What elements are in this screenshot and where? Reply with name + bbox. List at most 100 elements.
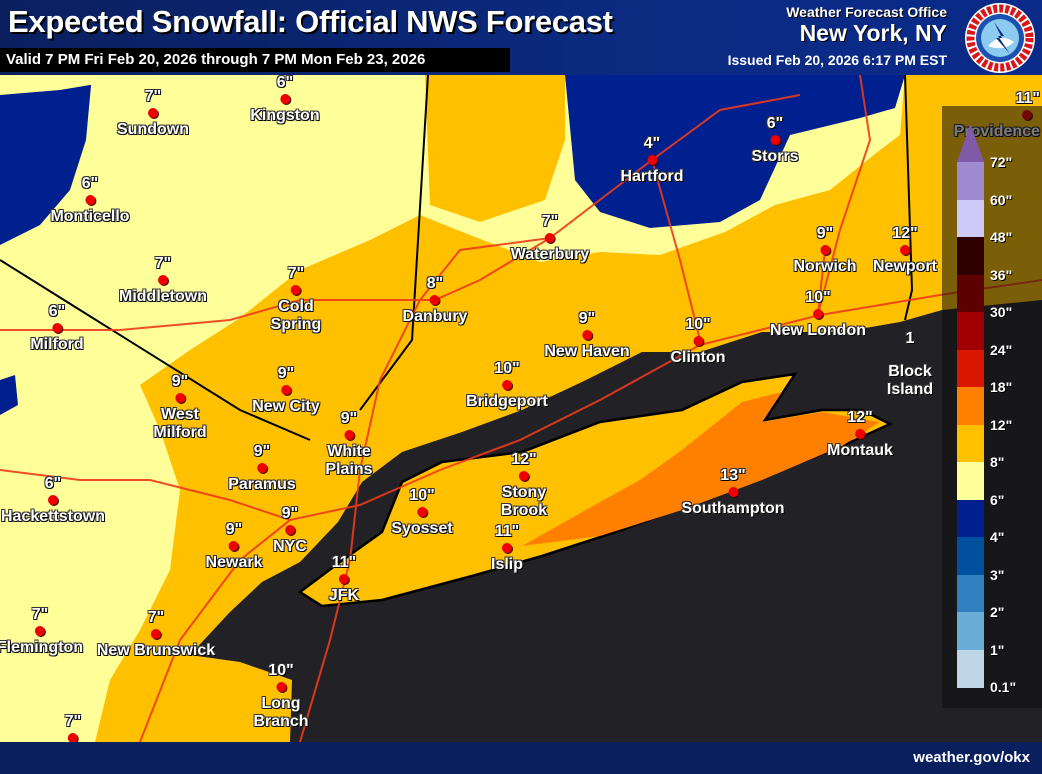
snowfall-value: 10" (805, 289, 831, 306)
city-dot-icon (67, 733, 78, 743)
city-marker: 9" New Haven (544, 310, 629, 361)
city-marker: 6" Hackettstown (1, 475, 105, 526)
legend-label: 36" (990, 266, 1013, 283)
legend-swatch (957, 274, 984, 313)
city-dot-icon (770, 135, 780, 145)
legend-label: 12" (990, 416, 1013, 433)
snowfall-value: 7" (31, 606, 49, 623)
city-name: Monticello (50, 208, 130, 225)
header-banner: Expected Snowfall: Official NWS Forecast… (0, 0, 1042, 75)
city-name: Hartford (620, 168, 684, 185)
roads (0, 75, 1042, 742)
legend-swatch (957, 349, 984, 388)
city-name: Cold (278, 298, 314, 315)
city-name: New Brunswick (96, 642, 216, 659)
city-name: White (327, 443, 371, 460)
city-marker: 4" Hartford (620, 135, 683, 186)
city-dot-icon (280, 385, 291, 395)
city-name: Syosset (391, 520, 453, 537)
city-dot-icon (285, 525, 295, 535)
city-name: Brook (500, 502, 548, 519)
zone-8-12-north (425, 75, 565, 222)
city-marker: 6" Storrs (751, 115, 798, 166)
snowfall-value: 6" (276, 74, 294, 91)
legend-label: 2" (990, 604, 1005, 620)
snowfall-value: 9" (277, 365, 295, 382)
city-marker: 9" NYC (273, 505, 307, 556)
city-dot-icon (343, 430, 354, 440)
city-dot-icon (728, 487, 738, 497)
snowfall-value: 11" (331, 554, 357, 571)
legend-swatch (957, 499, 984, 538)
city-marker: 8" Danbury (403, 275, 468, 326)
city-name: Clinton (670, 349, 726, 366)
city-dot-icon (501, 543, 512, 553)
city-name: Milford (153, 424, 207, 441)
footer: weather.gov/okx (0, 742, 1042, 774)
city-marker: 9" West Milford (153, 373, 206, 442)
legend-swatch (957, 424, 984, 463)
city-dot-icon (174, 393, 185, 403)
snowfall-value: 6" (48, 303, 66, 320)
legend-label: 18" (990, 379, 1013, 395)
city-name: Islip (490, 556, 524, 573)
city-name: JFK (328, 587, 360, 604)
city-dot-icon (150, 629, 161, 639)
snowfall-value: 12" (847, 409, 873, 426)
city-marker: 10" Clinton (670, 316, 725, 367)
city-dot-icon (545, 233, 555, 243)
legend: 72" 60" 48" 36" 30" 24" 18" 12" 8" 6" 4" 3" 2" 1" 0.1" (942, 106, 1042, 708)
snowfall-value: 6" (766, 115, 784, 132)
legend-swatch (957, 574, 984, 613)
valid-period-bar: Valid 7 PM Fri Feb 20, 2026 through 7 PM… (0, 48, 510, 72)
snowfall-value: 12" (511, 451, 537, 468)
snowfall-value: 6" (81, 175, 99, 192)
city-name: Southampton (681, 500, 785, 517)
legend-swatch (957, 387, 984, 425)
city-name: Middletown (119, 288, 207, 305)
legend-label: 72" (990, 154, 1013, 170)
city-marker: 13" Southampton (681, 467, 784, 518)
snowfall-value: 9" (340, 410, 358, 427)
city-name: Plains (325, 461, 373, 478)
zone-4-6-west-small (0, 375, 18, 415)
city-name: Milford (30, 336, 84, 353)
snowfall-value: 7" (64, 713, 82, 730)
snowfall-value: 9" (578, 310, 596, 327)
city-marker: 12" Newport (873, 225, 937, 276)
city-name: Island (886, 381, 934, 398)
city-dot-icon (430, 295, 440, 305)
footer-link[interactable]: weather.gov/okx (913, 749, 1030, 766)
city-marker: 10" Long Branch (253, 662, 308, 731)
city-marker: 9" White Plains (325, 410, 372, 479)
city-dot-icon (279, 94, 290, 104)
snowfall-map (0, 75, 1042, 742)
legend-label: 1" (990, 641, 1005, 658)
snowfall-value: 9" (281, 505, 299, 522)
city-dot-icon (417, 507, 427, 517)
city-marker: 12" Stony Brook (501, 451, 547, 520)
city-marker: 7" (65, 713, 81, 746)
city-marker: 7" Waterbury (511, 213, 590, 264)
city-name: Storrs (751, 148, 799, 165)
city-marker: 6" Milford (30, 303, 83, 354)
city-dot-icon (820, 245, 830, 255)
city-name: Norwich (793, 258, 857, 275)
legend-label: 4" (990, 529, 1005, 545)
city-dot-icon (812, 309, 823, 319)
city-name: New City (252, 398, 320, 415)
legend-swatch (957, 462, 984, 500)
zone-12-18 (522, 392, 880, 546)
page-title: Expected Snowfall: Official NWS Forecast (8, 4, 613, 39)
legend-label: 0.1" (990, 679, 1017, 695)
nws-logo-icon (965, 3, 1035, 73)
snowfall-value: 4" (643, 135, 661, 152)
city-dot-icon (646, 155, 657, 165)
zone-6-8-strip (0, 75, 125, 95)
office-city: New York, NY (799, 20, 947, 46)
state-borders (0, 75, 914, 441)
city-name: Hackettstown (0, 508, 106, 525)
snowfall-value: 7" (147, 609, 165, 626)
city-marker: 7" Middletown (119, 255, 207, 306)
city-marker: 9" Norwich (793, 225, 856, 276)
